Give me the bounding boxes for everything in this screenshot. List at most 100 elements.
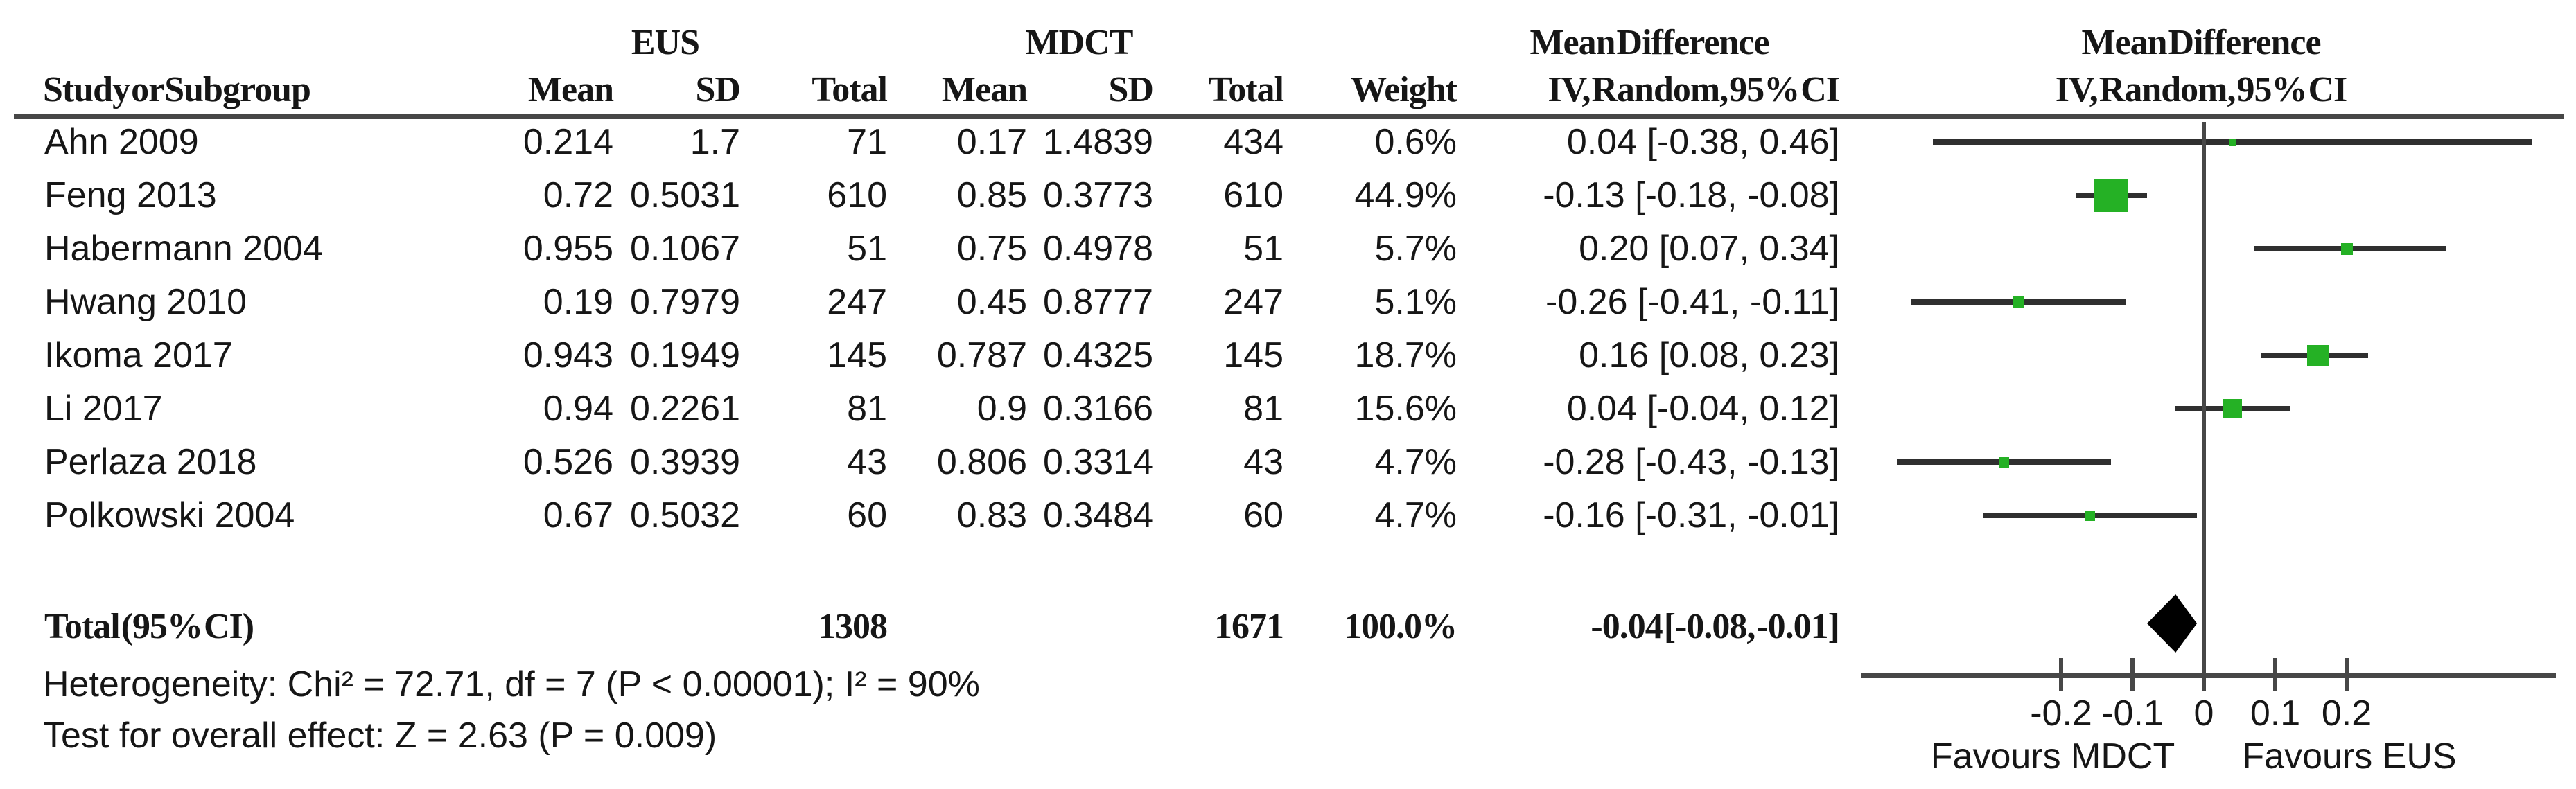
ci-text-value: 0.16 [0.08, 0.23] (1579, 335, 1839, 375)
eus-sd-value: 0.5031 (629, 175, 740, 215)
eus-total-value: 60 (847, 495, 887, 535)
eus-sd-value: 0.7979 (629, 282, 740, 322)
mdct-sd-value: 0.3773 (1042, 175, 1153, 215)
header-separator-rule (14, 114, 2564, 119)
eus-mean-value: 0.72 (543, 175, 613, 215)
point-estimate-marker (2084, 510, 2095, 521)
overall-effect-text: Test for overall effect: Z = 2.63 (P = 0… (43, 716, 717, 756)
mdct-mean-value: 0.787 (936, 335, 1027, 375)
eus-sd-value: 0.2261 (629, 389, 740, 429)
col-header-eus-total: Total (812, 70, 888, 109)
zero-line (2202, 122, 2206, 677)
ci-text-value: 0.04 [-0.04, 0.12] (1566, 389, 1839, 429)
col-header-mdct-mean: Mean (941, 70, 1028, 109)
group-header-mean-difference-left: Mean Difference (1530, 23, 1769, 62)
mdct-sd-value: 0.8777 (1042, 282, 1153, 322)
col-header-eus-sd: SD (695, 70, 741, 109)
mdct-mean-value: 0.806 (936, 442, 1027, 482)
eus-sd-value: 1.7 (690, 122, 740, 162)
mdct-total-value: 51 (1243, 229, 1283, 269)
mdct-total-value: 247 (1223, 282, 1283, 322)
table-row: Li 2017 0.94 0.2261 81 0.9 0.3166 81 15.… (0, 388, 2576, 429)
point-estimate-marker (2340, 242, 2353, 255)
mdct-total-value: 60 (1243, 495, 1283, 535)
group-header-mean-difference-right: Mean Difference (2081, 23, 2321, 62)
eus-total-value: 145 (827, 335, 887, 375)
study-name: Hwang 2010 (44, 282, 247, 322)
table-row: Feng 2013 0.72 0.5031 610 0.85 0.3773 61… (0, 175, 2576, 216)
weight-value: 4.7% (1374, 442, 1457, 482)
table-row: Habermann 2004 0.955 0.1067 51 0.75 0.49… (0, 228, 2576, 269)
mdct-sd-value: 0.4978 (1042, 229, 1153, 269)
favours-left-label: Favours MDCT (1930, 736, 2175, 777)
mdct-sd-value: 0.4325 (1042, 335, 1153, 375)
eus-mean-value: 0.67 (543, 495, 613, 535)
eus-total-value: 43 (847, 442, 887, 482)
ci-text-value: -0.28 [-0.43, -0.13] (1543, 442, 1839, 482)
weight-value: 0.6% (1374, 122, 1457, 162)
ci-text-value: 0.20 [0.07, 0.34] (1579, 229, 1839, 269)
eus-mean-value: 0.955 (523, 229, 613, 269)
ci-text-value: -0.26 [-0.41, -0.11] (1545, 282, 1839, 322)
mdct-sd-value: 0.3166 (1042, 389, 1153, 429)
weight-value: 15.6% (1354, 389, 1457, 429)
mdct-mean-value: 0.17 (956, 122, 1027, 162)
study-name: Li 2017 (44, 389, 163, 429)
eus-total-value: 610 (827, 175, 887, 215)
weight-value: 44.9% (1354, 175, 1457, 215)
x-axis-tick (2202, 658, 2206, 691)
x-axis-tick (2130, 658, 2135, 691)
eus-mean-value: 0.19 (543, 282, 613, 322)
mdct-total-value: 434 (1223, 122, 1283, 162)
mdct-mean-value: 0.75 (956, 229, 1027, 269)
col-header-eus-mean: Mean (527, 70, 614, 109)
ci-text-value: -0.13 [-0.18, -0.08] (1543, 175, 1839, 215)
x-axis-tick (2059, 658, 2063, 691)
total-eus-total: 1308 (818, 607, 888, 646)
col-header-weight: Weight (1351, 70, 1457, 109)
favours-right-label: Favours EUS (2242, 736, 2457, 777)
ci-text-value: 0.04 [-0.38, 0.46] (1566, 122, 1839, 162)
summary-diamond (2146, 594, 2197, 653)
col-header-mdct-sd: SD (1108, 70, 1154, 109)
total-ci-text: -0.04 [-0.08, -0.01] (1591, 607, 1840, 646)
eus-sd-value: 0.1949 (629, 335, 740, 375)
x-axis-tick-label: -0.2 (2030, 693, 2092, 734)
table-row: Ahn 2009 0.214 1.7 71 0.17 1.4839 434 0.… (0, 121, 2576, 163)
eus-mean-value: 0.943 (523, 335, 613, 375)
mdct-total-value: 145 (1223, 335, 1283, 375)
eus-mean-value: 0.94 (543, 389, 613, 429)
x-axis-tick (2345, 658, 2349, 691)
eus-total-value: 247 (827, 282, 887, 322)
x-axis-tick-label: -0.1 (2101, 693, 2164, 734)
table-row: Hwang 2010 0.19 0.7979 247 0.45 0.8777 2… (0, 281, 2576, 323)
point-estimate-marker (1999, 456, 2010, 468)
eus-total-value: 51 (847, 229, 887, 269)
eus-mean-value: 0.214 (523, 122, 613, 162)
eus-sd-value: 0.3939 (629, 442, 740, 482)
col-header-study: Study or Subgroup (43, 70, 311, 109)
col-header-ci-plot: IV, Random, 95% CI (2055, 70, 2348, 109)
weight-value: 5.1% (1374, 282, 1457, 322)
eus-mean-value: 0.526 (523, 442, 613, 482)
mdct-mean-value: 0.9 (976, 389, 1027, 429)
mdct-sd-value: 1.4839 (1042, 122, 1153, 162)
eus-total-value: 71 (847, 122, 887, 162)
study-name: Polkowski 2004 (44, 495, 295, 535)
ci-text-value: -0.16 [-0.31, -0.01] (1543, 495, 1839, 535)
point-estimate-marker (2094, 179, 2128, 212)
point-estimate-marker (2307, 344, 2329, 366)
mdct-sd-value: 0.3314 (1042, 442, 1153, 482)
mdct-sd-value: 0.3484 (1042, 495, 1153, 535)
study-name: Feng 2013 (44, 175, 217, 215)
eus-sd-value: 0.1067 (629, 229, 740, 269)
eus-total-value: 81 (847, 389, 887, 429)
study-name: Habermann 2004 (44, 229, 323, 269)
total-label: Total (95% CI) (44, 607, 254, 646)
x-axis-tick-label: 0 (2193, 693, 2214, 734)
total-row: Total (95% CI) 1308 1671 100.0% -0.04 [-… (0, 606, 2576, 648)
mdct-total-value: 43 (1243, 442, 1283, 482)
table-row: Ikoma 2017 0.943 0.1949 145 0.787 0.4325… (0, 335, 2576, 376)
study-name: Perlaza 2018 (44, 442, 257, 482)
weight-value: 18.7% (1354, 335, 1457, 375)
